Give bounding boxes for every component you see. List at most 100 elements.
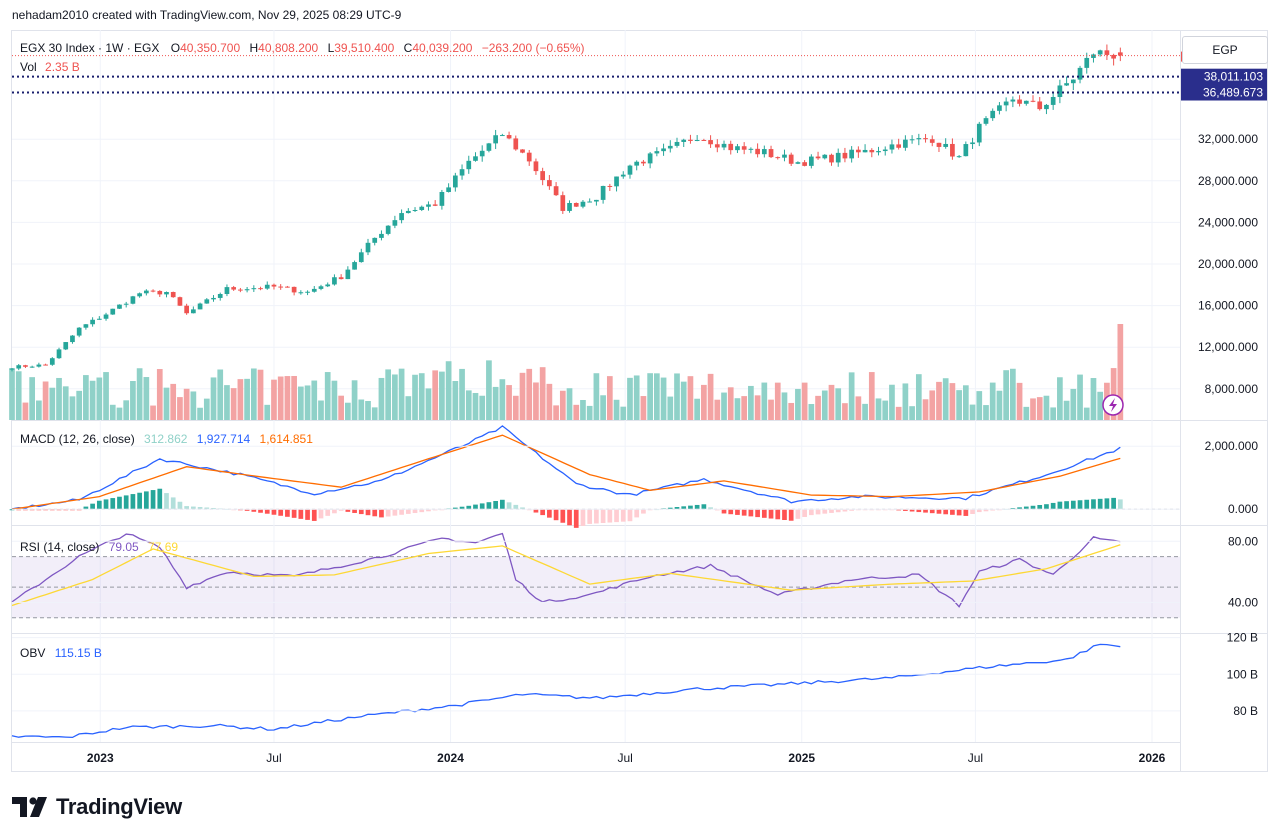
candle-body-139 — [943, 143, 949, 147]
macd-line-0 — [11, 425, 1121, 510]
macd-hist-bar-99 — [674, 507, 680, 510]
candle-body-39 — [271, 284, 277, 287]
candle-body-113 — [768, 149, 774, 158]
macd-hist-bar-161 — [1091, 499, 1096, 510]
macd-hist-bar-145 — [983, 509, 989, 512]
macd-hist-bar-132 — [896, 509, 902, 511]
candle-body-56 — [385, 225, 391, 234]
currency-selector[interactable]: EGP — [1182, 36, 1268, 64]
time-tick-label-6: 2026 — [1139, 751, 1166, 765]
volume-bar-162 — [1097, 391, 1104, 420]
obv-tick-label-1: 100 B — [1227, 667, 1258, 681]
candle-body-144 — [976, 123, 982, 143]
macd-tick-label-1: 2,000.000 — [1205, 439, 1259, 453]
volume-bar-40 — [277, 376, 284, 420]
volume-bar-93 — [633, 375, 640, 420]
macd-hist-bar-39 — [271, 509, 277, 515]
volume-bar-22 — [156, 369, 163, 420]
candle-body-149 — [1010, 99, 1016, 102]
candle-body-6 — [49, 358, 55, 365]
volume-bar-97 — [660, 377, 667, 420]
candle-body-43 — [298, 292, 304, 294]
macd-hist-bar-70 — [479, 503, 485, 510]
macd-hist-bar-24 — [170, 497, 176, 510]
candle-body-52 — [358, 252, 364, 263]
candle-body-28 — [197, 303, 203, 310]
candle-body-135 — [916, 138, 922, 140]
macd-hist-bar-49 — [338, 509, 344, 511]
volume-bar-96 — [653, 373, 660, 420]
candle-body-54 — [372, 237, 378, 243]
volume-bar-144 — [976, 391, 983, 420]
candle-body-11 — [83, 324, 89, 328]
candle-body-83 — [567, 203, 572, 211]
volume-bar-74 — [506, 385, 512, 420]
candle-body-140 — [950, 143, 955, 157]
price-tick-label-4: 24,000.000 — [1198, 215, 1258, 229]
candle-body-30 — [211, 297, 216, 300]
volume-bar-100 — [680, 381, 687, 420]
macd-hist-bar-163 — [1104, 498, 1110, 510]
volume-bar-62 — [425, 388, 432, 420]
volume-bar-125 — [848, 372, 855, 420]
candle-body-82 — [560, 195, 566, 211]
candle-body-156 — [1057, 85, 1063, 98]
volume-bar-157 — [1063, 400, 1070, 420]
volume-bar-75 — [512, 395, 519, 420]
candle-body-111 — [755, 148, 760, 155]
macd-hist-bar-140 — [950, 509, 955, 515]
macd-hist-bar-26 — [184, 506, 189, 510]
candle-body-119 — [808, 156, 814, 166]
tradingview-logo-icon — [12, 797, 47, 817]
volume-bar-27 — [190, 391, 197, 420]
macd-line-value: 1,927.714 — [197, 432, 251, 446]
volume-bar-66 — [452, 381, 459, 420]
price-tick-label-3: 20,000.000 — [1198, 257, 1258, 271]
macd-hist-bar-120 — [815, 509, 821, 515]
macd-hist-bar-68 — [466, 505, 472, 510]
volume-bar-105 — [714, 399, 721, 420]
candle-body-115 — [782, 154, 787, 158]
candle-body-127 — [862, 149, 868, 153]
volume-bar-10 — [76, 390, 83, 420]
candle-body-62 — [426, 204, 431, 207]
candle-body-35 — [244, 289, 250, 291]
volume-bar-110 — [748, 385, 754, 420]
volume-bar-151 — [1023, 406, 1030, 420]
obv-pane: 80 B 100 B 120 B — [11, 631, 1258, 739]
candle-body-116 — [788, 154, 794, 164]
candle-body-120 — [815, 156, 821, 159]
volume-bar-115 — [781, 392, 788, 420]
volume-bar-98 — [667, 396, 674, 420]
volume-bar-20 — [143, 377, 150, 420]
candle-body-159 — [1077, 67, 1083, 80]
candle-body-24 — [170, 292, 176, 298]
macd-hist-bar-86 — [587, 509, 593, 524]
macd-hist-bar-23 — [164, 493, 169, 510]
volume-bar-42 — [291, 375, 297, 420]
volume-bar-79 — [539, 367, 546, 420]
macd-hist-bar-149 — [1010, 508, 1016, 510]
volume-bar-36 — [250, 368, 257, 420]
volume-bar-7 — [56, 377, 62, 420]
macd-hist-bar-103 — [701, 504, 707, 510]
macd-hist-bar-72 — [493, 500, 498, 510]
volume-bar-33 — [230, 388, 237, 420]
candle-body-13 — [96, 318, 102, 320]
volume-bar-8 — [62, 386, 69, 420]
candle-body-86 — [587, 201, 593, 203]
candle-body-15 — [110, 308, 116, 315]
lightning-icon[interactable] — [1102, 394, 1124, 416]
legend-h-value: 40,808.200 — [258, 41, 318, 55]
volume-bar-14 — [103, 372, 109, 420]
candle-body-80 — [547, 180, 552, 187]
macd-hist-bar-20 — [143, 491, 149, 510]
volume-bar-143 — [969, 404, 976, 420]
macd-hist-bar-150 — [1017, 507, 1022, 510]
macd-hist-bar-12 — [90, 503, 95, 510]
candle-body-84 — [573, 203, 579, 207]
volume-bar-119 — [808, 404, 815, 420]
macd-tick-label-0: 0.000 — [1228, 502, 1258, 516]
macd-hist-bar-156 — [1057, 501, 1063, 510]
